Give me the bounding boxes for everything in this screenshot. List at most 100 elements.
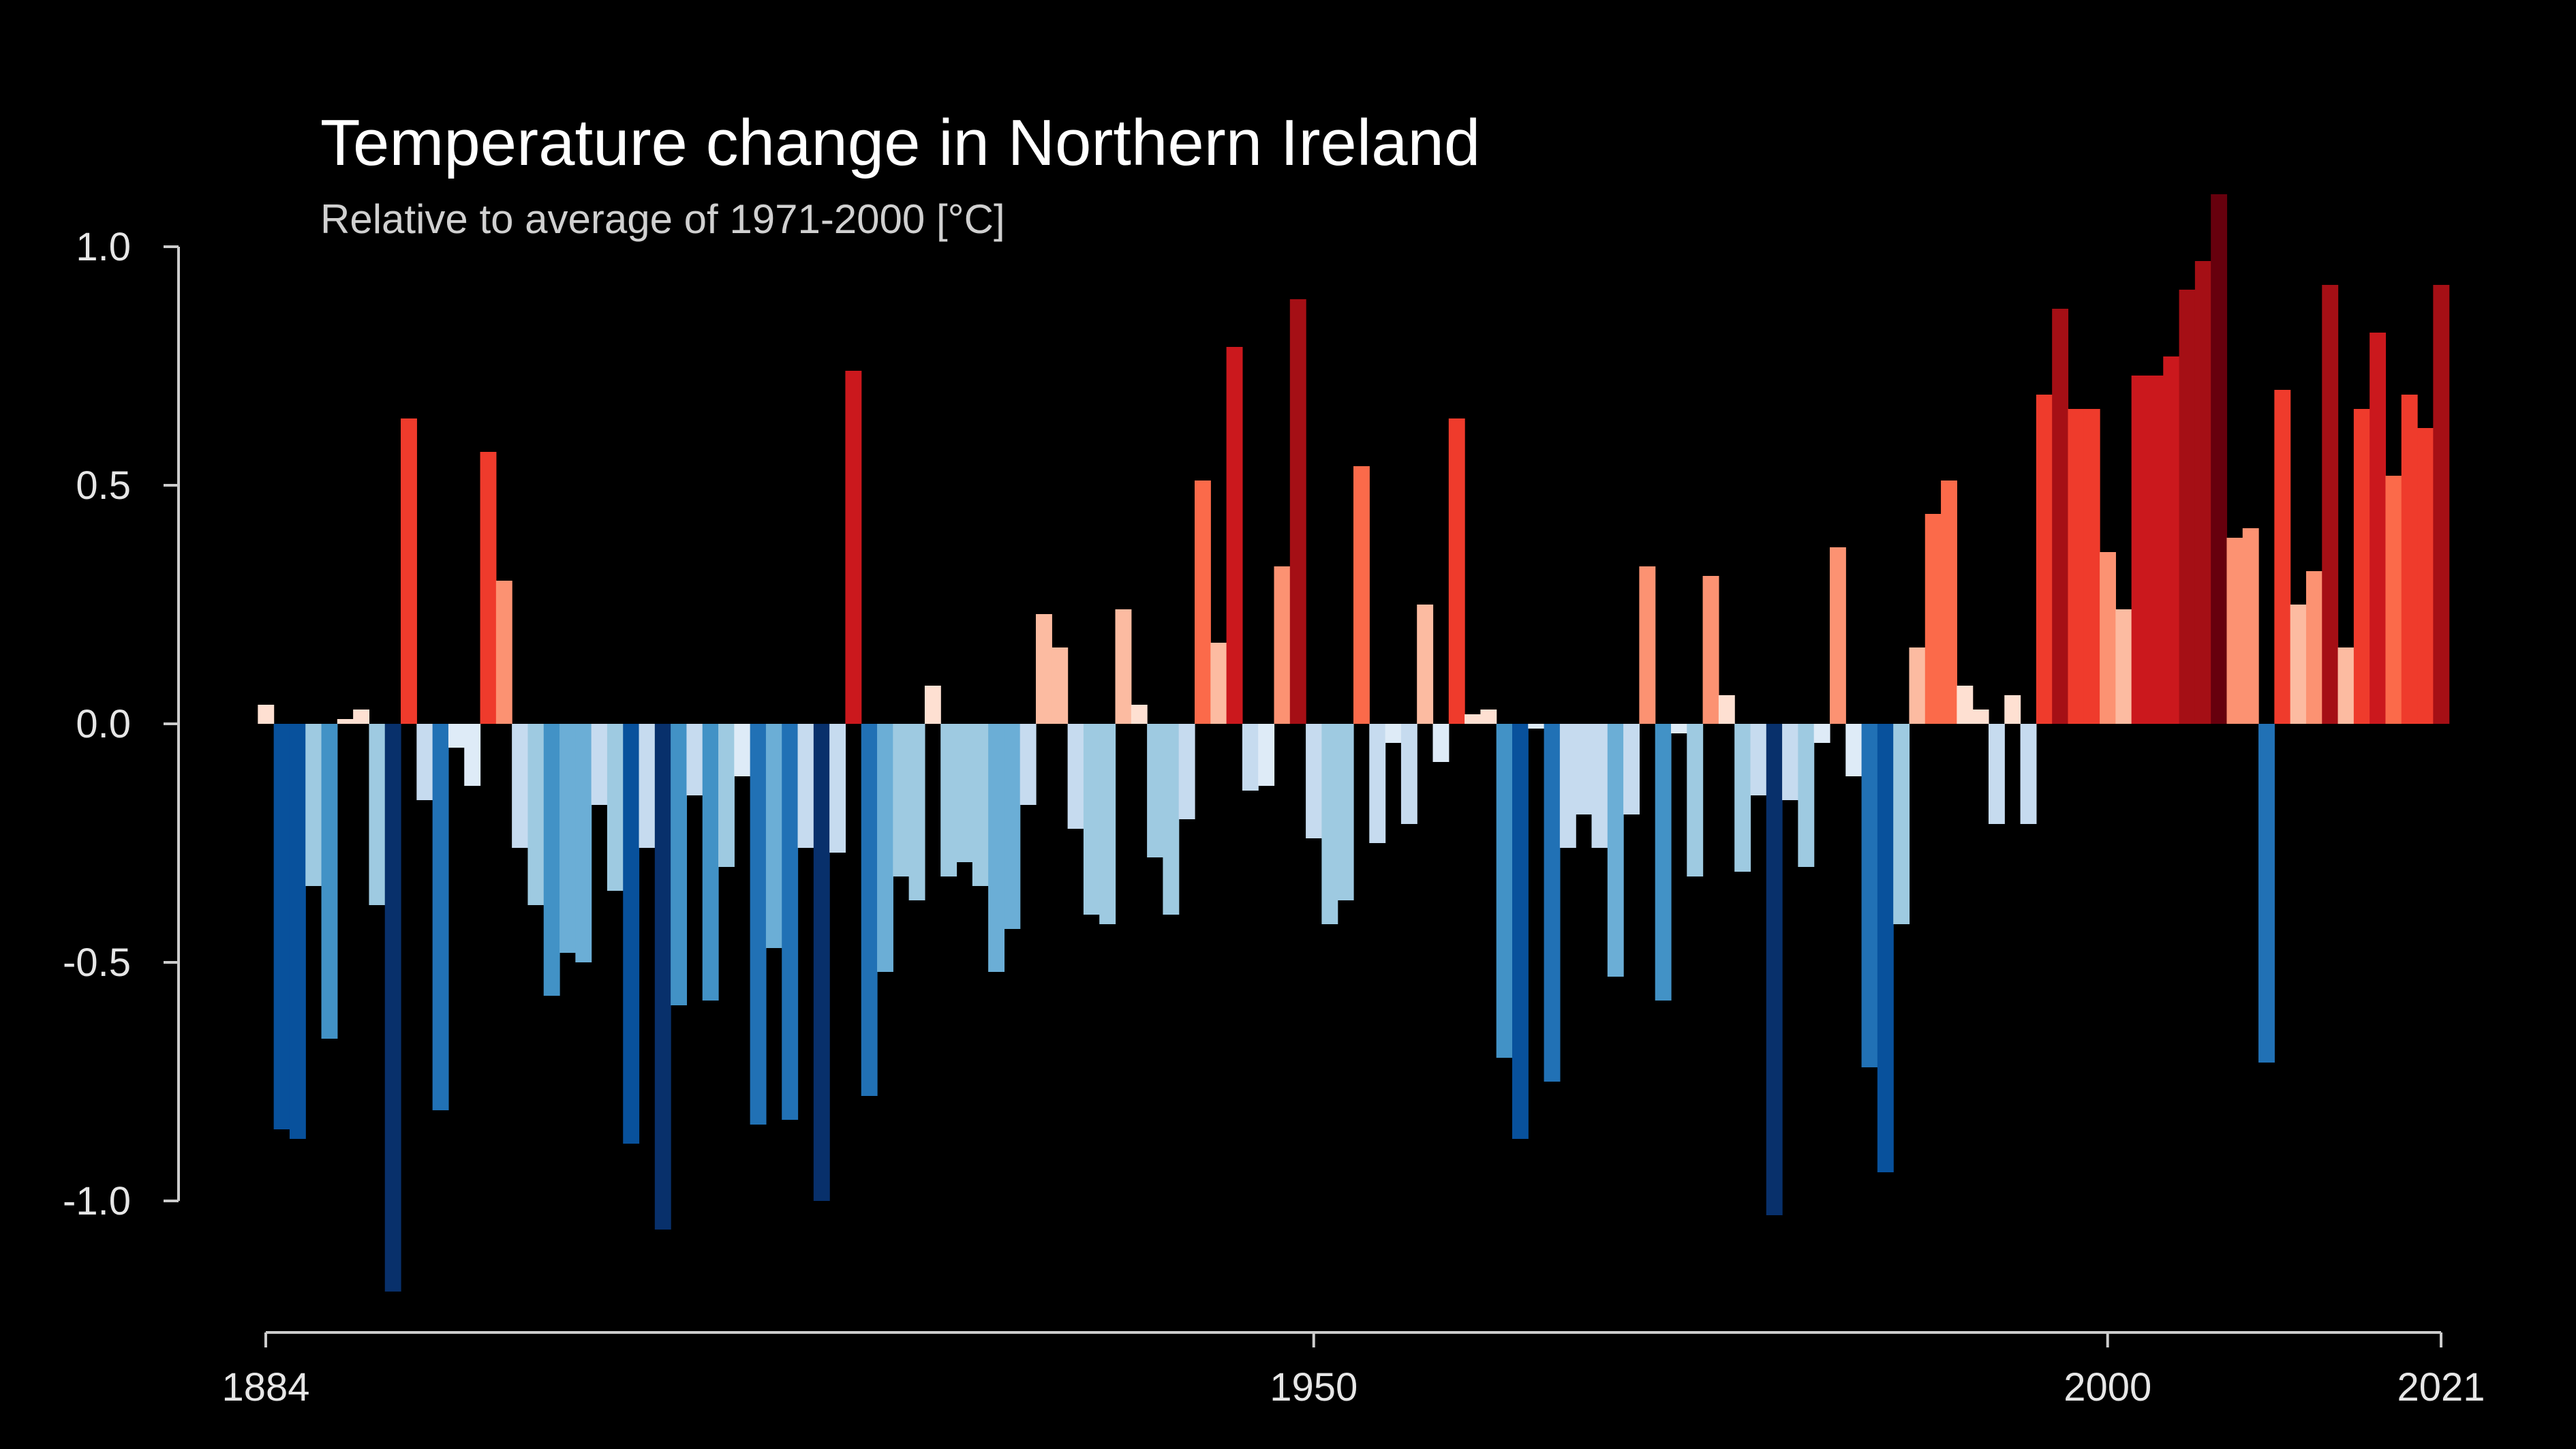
bar-1915 xyxy=(750,724,767,1125)
bar-1884 xyxy=(258,705,275,724)
bar-1944 xyxy=(1210,643,1227,724)
bar-1930 xyxy=(988,724,1005,972)
bar-1895 xyxy=(432,724,449,1110)
bar-1906 xyxy=(607,724,624,891)
bar-2020 xyxy=(2417,428,2434,724)
bar-1956 xyxy=(1400,724,1417,824)
bar-1925 xyxy=(908,724,925,900)
bar-1905 xyxy=(591,724,608,805)
bar-1950 xyxy=(1306,724,1322,838)
bar-1967 xyxy=(1576,724,1593,814)
y-axis: 1.0 0.5 0.0 -0.5 -1.0 xyxy=(63,225,180,1223)
bar-1948 xyxy=(1274,566,1291,724)
bar-1907 xyxy=(623,724,640,1144)
bar-2007 xyxy=(2211,194,2228,724)
bar-1896 xyxy=(448,724,465,748)
bar-1899 xyxy=(495,581,512,724)
bar-1923 xyxy=(877,724,893,972)
bar-1929 xyxy=(972,724,989,886)
bar-1933 xyxy=(1036,614,1052,724)
bar-1982 xyxy=(1813,724,1830,743)
bar-1980 xyxy=(1782,724,1798,800)
bar-1910 xyxy=(671,724,688,1005)
bar-1975 xyxy=(1702,576,1719,724)
x-tick-label: 2021 xyxy=(2397,1365,2485,1409)
bar-2015 xyxy=(2337,647,2355,724)
bar-1893 xyxy=(401,418,417,724)
bar-1970 xyxy=(1623,724,1640,814)
bar-2016 xyxy=(2353,409,2370,724)
bar-1983 xyxy=(1829,547,1846,724)
bar-1957 xyxy=(1417,605,1434,724)
bar-1949 xyxy=(1289,299,1306,724)
bar-1920 xyxy=(829,724,846,853)
bar-2005 xyxy=(2179,290,2196,724)
bar-1916 xyxy=(765,724,782,948)
bar-1901 xyxy=(527,724,545,905)
bar-2018 xyxy=(2385,476,2402,724)
bar-2017 xyxy=(2370,333,2387,724)
bar-1936 xyxy=(1083,724,1100,915)
bar-1993 xyxy=(1988,724,2005,824)
bar-1969 xyxy=(1607,724,1624,977)
bar-1947 xyxy=(1258,724,1275,786)
bar-2011 xyxy=(2274,390,2291,724)
bar-2008 xyxy=(2226,538,2243,724)
bar-1927 xyxy=(940,724,957,876)
bar-1940 xyxy=(1147,724,1164,857)
bar-1909 xyxy=(654,724,671,1230)
bar-1978 xyxy=(1750,724,1767,795)
bar-1908 xyxy=(639,724,656,848)
bar-1931 xyxy=(1004,724,1021,929)
y-tick-label: -0.5 xyxy=(63,941,131,985)
bar-2010 xyxy=(2258,724,2275,1063)
bar-1953 xyxy=(1353,466,1370,724)
bar-1934 xyxy=(1052,647,1069,724)
bar-1926 xyxy=(924,686,941,724)
x-axis: 1884 1950 2000 2021 xyxy=(221,1331,2485,1409)
bar-2000 xyxy=(2100,552,2116,724)
bar-1939 xyxy=(1131,705,1148,724)
bar-1942 xyxy=(1178,724,1195,819)
bar-1897 xyxy=(464,724,481,786)
bar-1954 xyxy=(1369,724,1386,843)
y-tick-label: -1.0 xyxy=(63,1179,131,1223)
x-tick-label: 1950 xyxy=(1270,1365,1358,1409)
bar-1974 xyxy=(1687,724,1704,876)
bar-1888 xyxy=(321,724,338,1039)
bar-1981 xyxy=(1798,724,1815,867)
bar-2009 xyxy=(2242,528,2259,724)
bar-2001 xyxy=(2115,609,2132,724)
bar-1914 xyxy=(734,724,751,776)
bar-1955 xyxy=(1385,724,1402,743)
bar-1995 xyxy=(2020,724,2037,824)
bar-1890 xyxy=(353,710,370,724)
bar-1961 xyxy=(1480,710,1497,724)
bar-1951 xyxy=(1321,724,1338,924)
bar-1921 xyxy=(845,371,862,724)
bar-1989 xyxy=(1925,514,1942,724)
bar-1924 xyxy=(893,724,910,876)
bar-1937 xyxy=(1099,724,1116,924)
bar-1972 xyxy=(1655,724,1672,1001)
bar-1963 xyxy=(1512,724,1529,1139)
bar-1991 xyxy=(1957,686,1974,724)
bar-1913 xyxy=(718,724,735,867)
bar-1976 xyxy=(1718,695,1735,724)
bar-1917 xyxy=(782,724,799,1120)
bar-1997 xyxy=(2052,309,2069,724)
bar-1898 xyxy=(480,452,497,724)
bar-1941 xyxy=(1163,724,1180,915)
bar-1919 xyxy=(813,724,830,1201)
bar-1903 xyxy=(559,724,576,953)
bar-1894 xyxy=(416,724,433,800)
bar-1985 xyxy=(1861,724,1878,1067)
bar-2021 xyxy=(2433,285,2450,724)
x-tick-label: 1884 xyxy=(221,1365,309,1409)
bar-1994 xyxy=(2004,695,2021,724)
bar-1887 xyxy=(305,724,322,886)
x-tick-label: 2000 xyxy=(2064,1365,2151,1409)
bar-1952 xyxy=(1337,724,1354,900)
bar-1946 xyxy=(1242,724,1259,791)
bar-1996 xyxy=(2036,395,2053,724)
